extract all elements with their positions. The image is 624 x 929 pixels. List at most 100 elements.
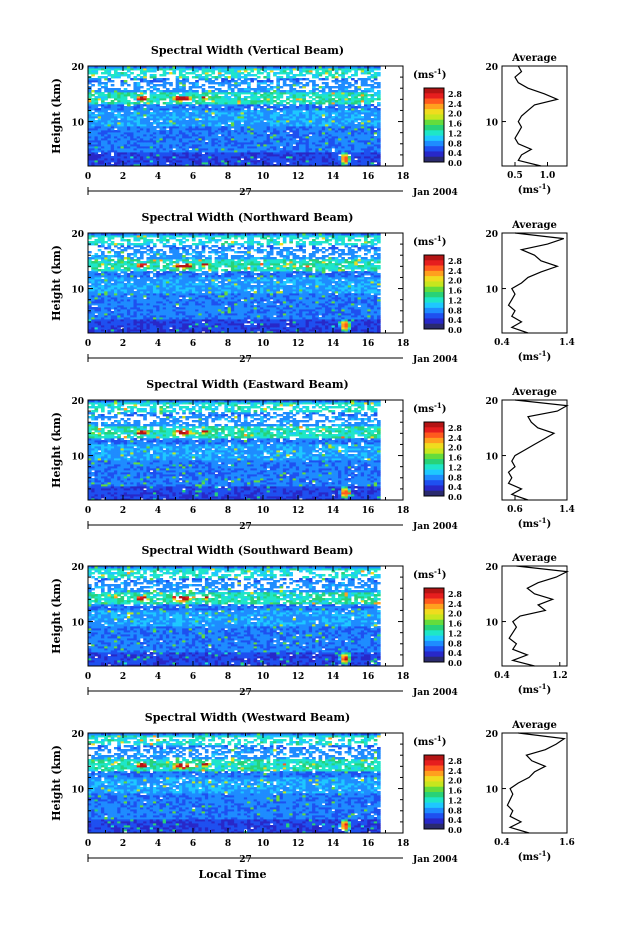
heatmap-cell <box>110 146 115 149</box>
heatmap-cell <box>305 142 310 145</box>
heatmap-cell <box>321 164 326 167</box>
heatmap-cell <box>88 140 92 143</box>
heatmap-cell <box>234 154 238 157</box>
colorbar-unit-exp: -1 <box>434 67 442 76</box>
heatmap-cell <box>217 162 222 165</box>
heatmap-cell <box>211 140 216 143</box>
heatmap-cell <box>334 162 339 165</box>
heatmap-cell <box>224 76 229 79</box>
heatmap-cell <box>191 104 196 107</box>
heatmap-cell <box>221 164 225 167</box>
heatmap-cell <box>286 106 290 109</box>
heatmap-cell <box>331 138 336 141</box>
heatmap-cell <box>292 152 297 155</box>
heatmap-cell <box>308 164 313 167</box>
heatmap-cell <box>364 156 368 159</box>
heatmap-cell <box>305 140 310 143</box>
heatmap-cell <box>113 114 118 117</box>
heatmap-cell <box>211 162 216 165</box>
heatmap-cell <box>312 152 316 155</box>
heatmap-cell <box>295 148 300 151</box>
heatmap-cell <box>373 72 378 75</box>
heatmap-cell <box>149 158 154 161</box>
heatmap-cell <box>221 136 225 139</box>
heatmap-cell <box>315 156 319 159</box>
heatmap-cell <box>211 160 216 163</box>
heatmap-cell <box>136 144 141 147</box>
heatmap-cell <box>308 152 313 155</box>
heatmap-cell <box>347 150 352 153</box>
heatmap-cell <box>247 140 251 143</box>
heatmap-cell <box>302 136 306 139</box>
heatmap-cell <box>117 142 121 145</box>
heatmap-cell <box>357 92 362 95</box>
heatmap-cell <box>256 136 261 139</box>
heatmap-cell <box>253 158 258 161</box>
heatmap-cell <box>377 136 381 139</box>
heatmap-cell <box>292 156 297 159</box>
heatmap-cell <box>305 138 310 141</box>
heatmap-cell <box>360 142 365 145</box>
heatmap-cell <box>136 164 141 167</box>
heatmap-cell <box>107 152 112 155</box>
heatmap-cell <box>126 84 131 87</box>
heatmap-cell <box>104 156 108 159</box>
heatmap-cell <box>211 136 216 139</box>
heatmap-cell <box>321 158 326 161</box>
heatmap-cell <box>221 90 225 93</box>
x-tick-label: 4 <box>155 172 161 182</box>
heatmap-cell <box>269 136 274 139</box>
heatmap-cell <box>351 148 355 151</box>
heatmap-cell <box>211 80 216 83</box>
heatmap-cell <box>269 92 274 95</box>
colorbar-swatch <box>424 103 444 110</box>
heatmap-cell <box>299 82 303 85</box>
heatmap-cell <box>107 102 112 105</box>
heatmap-cell <box>286 327 290 330</box>
heatmap-cell <box>344 156 349 159</box>
heatmap-cell <box>276 156 280 159</box>
heatmap-cell <box>263 146 267 149</box>
heatmap-cell <box>214 88 219 91</box>
heatmap-cell <box>221 142 225 145</box>
heatmap-cell <box>308 162 313 165</box>
heatmap-cell <box>110 311 115 314</box>
heatmap-cell <box>230 160 235 163</box>
heatmap-cell <box>360 158 365 161</box>
heatmap-cell <box>286 138 290 141</box>
heatmap-cell <box>172 152 177 155</box>
heatmap-cell <box>273 136 277 139</box>
heatmap-cell <box>227 80 232 83</box>
heatmap-cell <box>149 160 154 163</box>
heatmap-cell <box>334 150 339 153</box>
heatmap-cell <box>338 148 342 151</box>
heatmap-cell <box>159 150 164 153</box>
heatmap-cell <box>175 158 180 161</box>
heatmap-cell <box>250 156 255 159</box>
heatmap-cell <box>289 162 293 165</box>
heatmap-cell <box>247 146 251 149</box>
heatmap-cell <box>224 136 229 139</box>
heatmap-cell <box>94 142 99 145</box>
heatmap-cell <box>159 152 164 155</box>
heatmap-cell <box>318 164 323 167</box>
heatmap-cell <box>136 150 141 153</box>
heatmap-cell <box>198 120 203 123</box>
heatmap-cell <box>91 154 95 157</box>
heatmap-cell <box>191 82 196 85</box>
heatmap-cell <box>182 134 186 137</box>
heatmap-cell <box>308 156 313 159</box>
average-y-tick-label: 20 <box>485 63 498 73</box>
colorbar-tick-label: 1.6 <box>448 119 462 129</box>
heatmap-cell <box>253 160 258 163</box>
heatmap-cell <box>273 86 277 89</box>
heatmap-cell <box>211 76 216 79</box>
heatmap-cell <box>165 142 170 145</box>
heatmap-cell <box>100 142 105 145</box>
heatmap-cell <box>178 162 183 165</box>
heatmap-cell <box>94 120 99 123</box>
colorbar-unit-main: (ms <box>413 70 434 81</box>
heatmap-cell <box>162 160 167 163</box>
heatmap-cell <box>136 160 141 163</box>
heatmap-cell <box>266 152 271 155</box>
